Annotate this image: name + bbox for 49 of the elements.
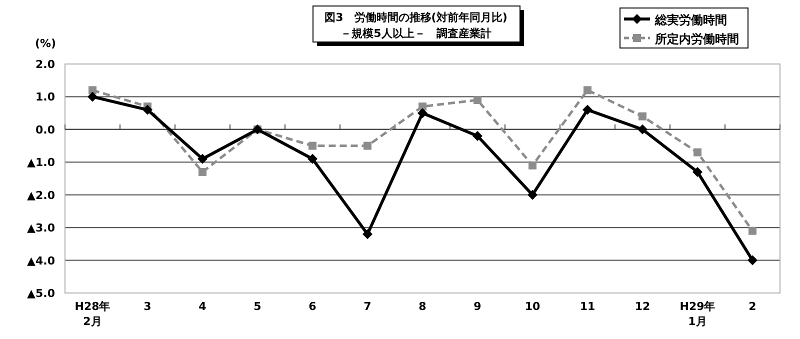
x-tick-label: 5 [254, 300, 262, 313]
y-axis-title: (%) [35, 37, 56, 50]
legend-label: 所定内労働時間 [654, 32, 739, 46]
y-tick-label: ▲5.0 [27, 287, 56, 300]
y-tick-label: 1.0 [36, 90, 56, 104]
point [528, 161, 536, 170]
x-tick-label: 4 [198, 300, 207, 313]
x-tick-label: 2 [748, 300, 756, 313]
point [474, 96, 482, 104]
y-tick-label: 0.0 [36, 123, 56, 136]
point [308, 154, 318, 164]
y-tick-label: 2.0 [36, 58, 56, 71]
x-tick-label: 7 [364, 300, 372, 313]
point [418, 108, 428, 118]
point [308, 142, 316, 150]
legend-label: 総実労働時間 [654, 13, 727, 27]
y-tick-label: ▲2.0 [27, 188, 56, 202]
x-tick-label: H28年 2月 [74, 300, 110, 328]
point [198, 154, 208, 164]
point [692, 166, 702, 177]
point [198, 168, 206, 176]
point [364, 142, 372, 150]
chart-title: 図3 労働時間の推移(対前年同月比) [324, 11, 508, 24]
x-tick-label: 3 [144, 300, 152, 313]
point [582, 104, 592, 115]
point [638, 112, 646, 120]
chart-subtitle: －規模5人以上－ 調査産業計 [340, 27, 492, 40]
point [748, 226, 756, 235]
point [694, 148, 702, 156]
y-tick-label: ▲1.0 [27, 156, 56, 170]
point [142, 104, 152, 115]
point [748, 255, 758, 266]
point [528, 190, 538, 200]
x-tick-label: 9 [474, 300, 482, 313]
x-tick-label: 11 [580, 300, 596, 313]
point [638, 124, 648, 134]
point [584, 86, 592, 94]
x-tick-label: 6 [308, 300, 317, 313]
x-tick-label: 8 [418, 300, 426, 313]
y-tick-label: ▲3.0 [27, 222, 56, 235]
point [362, 229, 372, 240]
point [88, 86, 96, 94]
point [418, 102, 426, 111]
x-tick-label: H29年 1月 [680, 300, 716, 328]
y-tick-label: ▲4.0 [27, 254, 56, 268]
point [88, 92, 98, 102]
x-tick-label: 12 [634, 300, 650, 313]
x-tick-label: 10 [524, 300, 540, 313]
point [472, 130, 482, 141]
